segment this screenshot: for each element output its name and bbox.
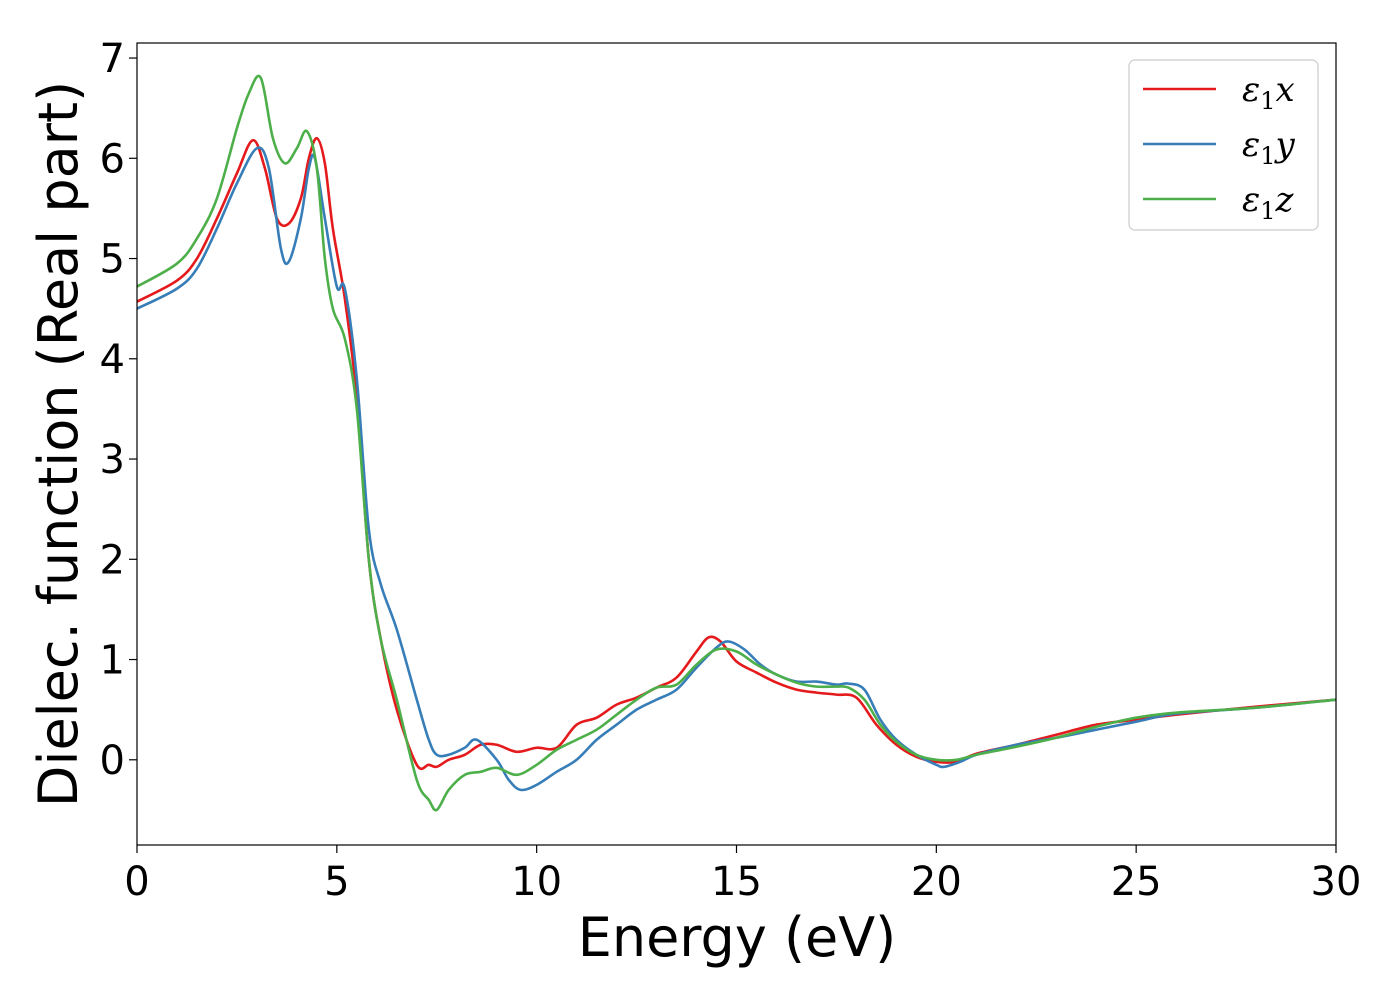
x-tick-label: 5 (324, 859, 349, 905)
y-tick-label: 1 (100, 638, 125, 684)
legend-label: ε1z (1242, 180, 1295, 225)
x-axis-label: Energy (eV) (578, 906, 897, 969)
y-tick-label: 5 (100, 237, 125, 283)
x-tick-label: 15 (711, 859, 762, 905)
legend-box (1128, 59, 1319, 231)
x-tick-label: 20 (911, 859, 962, 905)
legend-label: ε1y (1242, 125, 1296, 170)
y-tick-label: 3 (100, 437, 125, 483)
y-axis-ticks: 0 1 2 3 4 5 6 7 (100, 36, 137, 784)
y-axis-label: Dielec. function (Real part) (27, 81, 90, 807)
series-line-z (137, 74, 1336, 812)
y-tick-label: 7 (100, 36, 125, 82)
legend-item-y: ε1y (1143, 125, 1296, 170)
legend-item-z: ε1z (1143, 180, 1295, 225)
y-tick-label: 2 (100, 537, 125, 583)
legend-label: ε1x (1242, 70, 1295, 115)
y-tick-label: 4 (100, 337, 125, 383)
y-tick-label: 6 (100, 136, 125, 182)
x-tick-label: 10 (511, 859, 562, 905)
legend: ε1x ε1y ε1z (1128, 59, 1319, 231)
series-line-y (137, 146, 1336, 792)
y-tick-label: 0 (100, 738, 125, 784)
plot-lines (137, 74, 1336, 812)
legend-item-x: ε1x (1143, 70, 1295, 115)
x-axis-ticks: 0 5 10 15 20 25 30 (124, 845, 1361, 905)
x-tick-label: 0 (124, 859, 149, 905)
x-tick-label: 30 (1311, 859, 1362, 905)
x-tick-label: 25 (1111, 859, 1162, 905)
